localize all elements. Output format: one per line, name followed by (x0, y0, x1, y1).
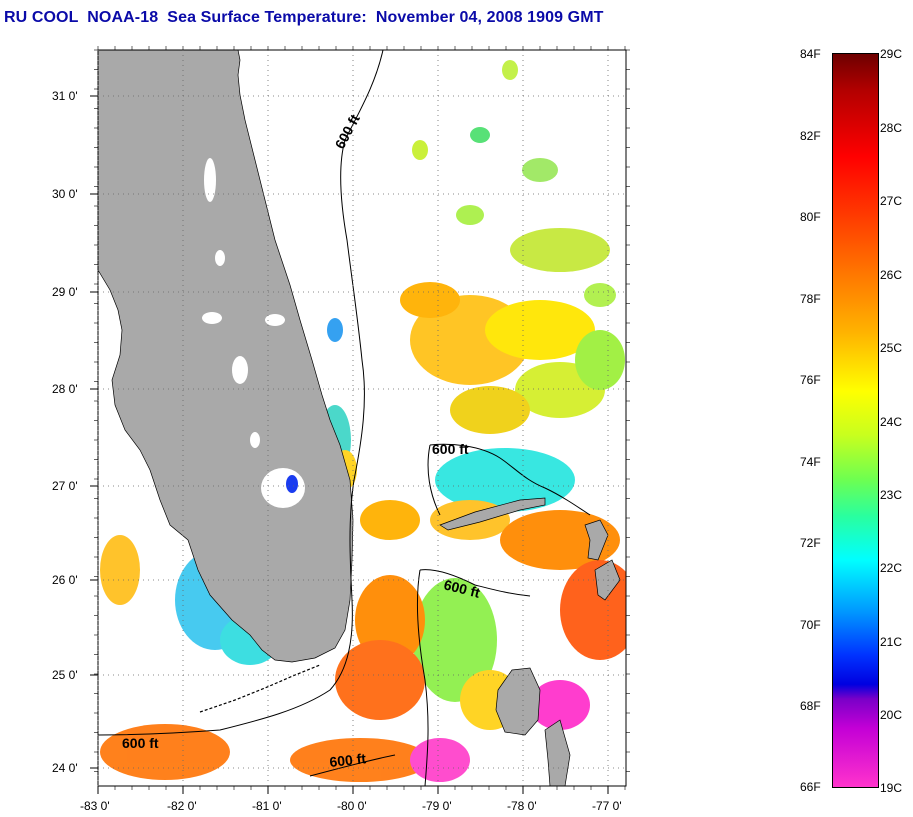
c-label: 22C (880, 561, 903, 575)
f-label: 76F (800, 373, 821, 387)
lat-label: 28 0' (52, 382, 78, 396)
eleuthera-island (594, 559, 621, 601)
latitude-labels: 31 0' 30 0' 29 0' 28 0' 27 0' 26 0' 25 0… (52, 89, 78, 775)
f-label: 74F (800, 455, 821, 469)
lake-okeechobee (261, 468, 305, 508)
c-label: 19C (880, 781, 903, 795)
andros-island (495, 667, 541, 736)
contour-label: 600 ft (332, 111, 363, 151)
f-label: 70F (800, 618, 821, 632)
abaco-island (584, 519, 609, 561)
florida-keys (199, 664, 321, 713)
c-label: 23C (880, 488, 903, 502)
lake-pixel (286, 475, 298, 493)
f-label: 80F (800, 210, 821, 224)
f-label: 84F (800, 47, 821, 61)
c-label: 29C (880, 47, 903, 61)
f-label: 82F (800, 129, 821, 143)
sst-data-layer (98, 50, 626, 786)
c-label: 27C (880, 194, 903, 208)
lon-label: -81 0' (252, 799, 282, 813)
grand-bahama (439, 497, 546, 531)
lon-label: -78 0' (507, 799, 537, 813)
longitude-labels: -83 0' -82 0' -81 0' -80 0' -79 0' -78 0… (80, 799, 622, 813)
contour-label: 600 ft (122, 735, 159, 751)
plot-frame (97, 49, 627, 787)
exuma-island (544, 719, 571, 786)
f-label: 68F (800, 699, 821, 713)
c-label: 21C (880, 635, 903, 649)
lon-label: -80 0' (337, 799, 367, 813)
temperature-colorbar (832, 53, 879, 788)
depth-contours (98, 50, 591, 786)
lat-label: 30 0' (52, 187, 78, 201)
lon-label: -83 0' (80, 799, 110, 813)
florida-land (98, 50, 354, 663)
lat-label: 31 0' (52, 89, 78, 103)
c-label: 26C (880, 268, 903, 282)
lat-label: 27 0' (52, 479, 78, 493)
contour-label: 600 ft (432, 441, 469, 457)
c-label: 28C (880, 121, 903, 135)
sst-patches (100, 60, 626, 782)
f-label: 78F (800, 292, 821, 306)
map-title: RU COOL NOAA-18 Sea Surface Temperature:… (4, 9, 604, 26)
axis-ticks (90, 46, 630, 794)
f-label: 66F (800, 780, 821, 794)
c-label: 20C (880, 708, 903, 722)
c-label: 25C (880, 341, 903, 355)
lat-label: 24 0' (52, 761, 78, 775)
lon-label: -79 0' (422, 799, 452, 813)
contour-label: 600 ft (329, 750, 367, 770)
c-label: 24C (880, 415, 903, 429)
lon-label: -82 0' (167, 799, 197, 813)
lat-label: 25 0' (52, 668, 78, 682)
grid-lines (97, 50, 626, 786)
lat-label: 29 0' (52, 285, 78, 299)
f-label: 72F (800, 536, 821, 550)
lat-label: 26 0' (52, 573, 78, 587)
lon-label: -77 0' (592, 799, 622, 813)
inland-lakes (202, 158, 285, 448)
